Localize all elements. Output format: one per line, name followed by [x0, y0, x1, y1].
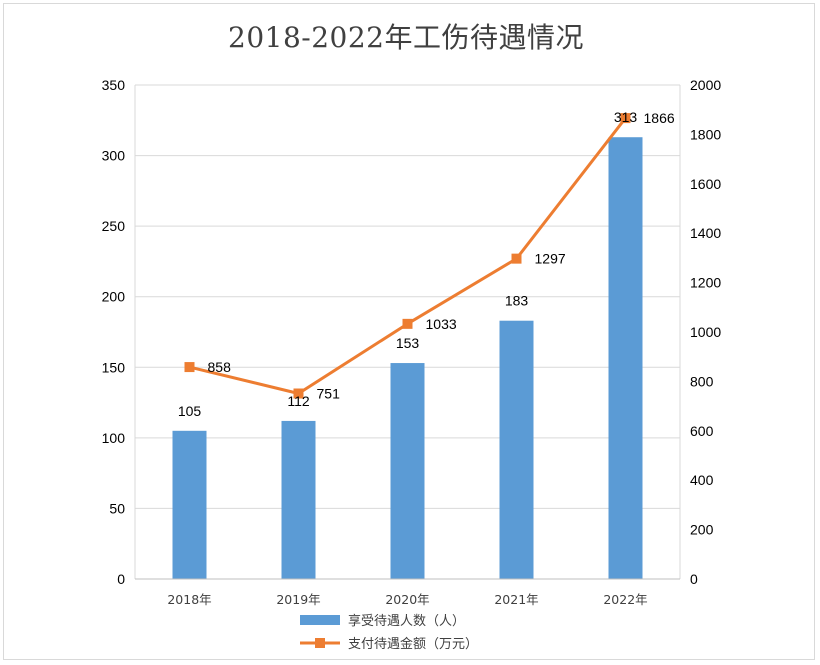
line-marker [511, 253, 522, 264]
bar [608, 137, 643, 580]
bar-series [172, 137, 643, 580]
legend: 享受待遇人数（人） 支付待遇金额（万元） [300, 613, 478, 652]
bar [390, 363, 425, 579]
bar-data-label: 112 [287, 393, 310, 409]
line-marker [293, 388, 304, 399]
line-series [184, 113, 631, 399]
x-tick-label: 2018年 [167, 592, 211, 607]
bar [172, 430, 207, 579]
bar-data-label: 313 [614, 109, 638, 125]
bar-data-label: 153 [396, 335, 420, 351]
bar-data-label: 105 [178, 403, 202, 419]
y-right-tick-label: 1600 [690, 176, 721, 192]
chart-title: 2018-2022年工伤待遇情况 [228, 21, 584, 54]
y-right-tick-label: 2000 [690, 77, 721, 93]
data-labels: 105 112 153 183 313 858 751 1033 1297 1866 [178, 109, 675, 419]
bar [499, 320, 534, 579]
y-left-tick-label: 100 [102, 430, 126, 446]
y-left-tick-label: 250 [102, 218, 126, 234]
line-data-label: 1297 [535, 251, 566, 267]
line-data-label: 751 [317, 386, 341, 402]
bar [281, 420, 316, 579]
line-data-label: 1866 [644, 110, 675, 126]
y-right-tick-label: 1400 [690, 225, 721, 241]
y-right-tick-label: 600 [690, 423, 714, 439]
bar-data-label: 183 [505, 293, 529, 309]
y-right-tick-label: 400 [690, 472, 714, 488]
legend-swatch-bar [300, 615, 340, 625]
line-data-label: 1033 [426, 316, 457, 332]
y-left-tick-label: 300 [102, 148, 126, 164]
y-right-tick-label: 800 [690, 373, 714, 389]
line-marker [402, 318, 413, 329]
legend-label-line: 支付待遇金额（万元） [348, 636, 478, 652]
y-left-tick-label: 50 [109, 500, 125, 516]
y-right-tick-label: 0 [690, 571, 698, 587]
y-right-tick-label: 1800 [690, 126, 721, 142]
y-left-tick-label: 350 [102, 77, 126, 93]
y-right-tick-label: 1000 [690, 324, 721, 340]
legend-swatch-marker [315, 638, 325, 648]
x-tick-label: 2019年 [276, 592, 320, 607]
y-right-tick-label: 1200 [690, 275, 721, 291]
legend-label-bar: 享受待遇人数（人） [348, 613, 465, 629]
axes: 0 50 100 150 200 250 300 350 0 200 400 600 800 1000 12… [102, 77, 722, 607]
x-tick-label: 2021年 [494, 592, 538, 607]
y-left-tick-label: 200 [102, 289, 126, 305]
y-left-tick-label: 150 [102, 359, 126, 375]
x-tick-label: 2020年 [385, 592, 429, 607]
line-marker [184, 362, 195, 373]
line-marker [620, 113, 631, 124]
line-data-label: 858 [208, 359, 232, 375]
y-left-tick-label: 0 [117, 571, 125, 587]
y-right-tick-label: 200 [690, 522, 714, 538]
x-tick-label: 2022年 [603, 592, 647, 607]
